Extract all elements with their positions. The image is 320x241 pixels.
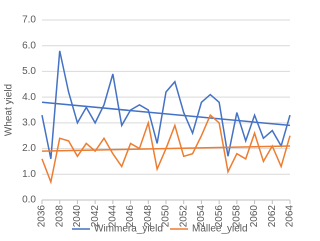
- y-axis-label: Wheat yield: [4, 84, 15, 136]
- y-tick-label: 6.0: [22, 40, 36, 51]
- trendline: [41, 145, 291, 152]
- x-tick-label: 2036: [37, 205, 48, 228]
- x-tick-label: 2044: [107, 205, 118, 228]
- chart: Wheat yield 0.0 1.0 2.0 3.0 4.0 5.0 6.0 7.0 2036…: [4, 15, 296, 235]
- legend-label: Mallee_yield: [192, 224, 248, 235]
- x-tick-label: 2052: [178, 205, 189, 228]
- legend-label: Wimmera_yield: [94, 224, 163, 235]
- y-tick-label: 7.0: [22, 15, 36, 26]
- x-tick-label: 2060: [249, 205, 260, 228]
- x-tick-label: 2040: [72, 205, 83, 228]
- series-line: [41, 50, 291, 160]
- x-tick-label: 2038: [54, 205, 65, 228]
- trendline: [41, 101, 291, 127]
- x-tick-label: 2064: [285, 205, 296, 228]
- y-tick-label: 2.0: [22, 143, 36, 154]
- x-tick-label: 2056: [214, 205, 225, 228]
- y-tick-label: 0.0: [22, 195, 36, 206]
- x-tick-label: 2058: [231, 205, 242, 228]
- y-tick-label: 5.0: [22, 66, 36, 77]
- y-tick-label: 4.0: [22, 92, 36, 103]
- x-tick-label: 2046: [125, 205, 136, 228]
- x-tick-label: 2062: [267, 205, 278, 228]
- y-tick-label: 3.0: [22, 117, 36, 128]
- x-tick-label: 2054: [196, 205, 207, 228]
- y-tick-label: 1.0: [22, 169, 36, 180]
- x-tick-label: 2050: [161, 205, 172, 228]
- x-tick-label: 2048: [143, 205, 154, 228]
- x-tick-label: 2042: [90, 205, 101, 228]
